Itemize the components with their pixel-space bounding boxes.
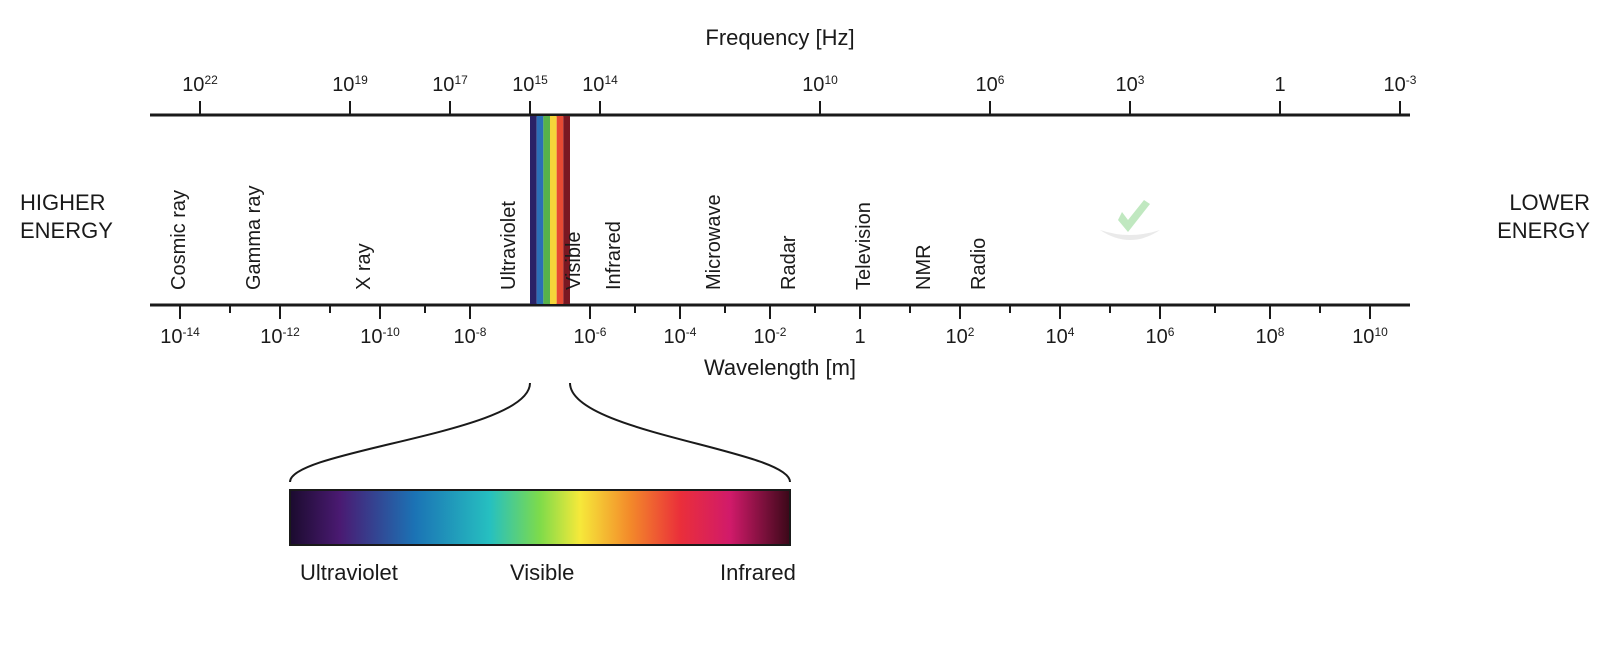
- band-label-television: Television: [853, 202, 875, 290]
- band-label-infrared: Infrared: [603, 221, 625, 290]
- band-label-nmr: NMR: [913, 244, 935, 290]
- lower-energy-label: ENERGY: [1497, 218, 1590, 243]
- band-label-microwave: Microwave: [703, 194, 725, 290]
- tick-label: 10-6: [574, 325, 607, 348]
- tick-label: 1: [854, 326, 865, 348]
- zoom-label-infrared: Infrared: [720, 560, 796, 585]
- band-label-gamma-ray: Gamma ray: [243, 186, 265, 290]
- tick-label: 102: [946, 325, 975, 348]
- watermark-check-icon: [1118, 200, 1150, 232]
- zoom-label-visible: Visible: [510, 560, 574, 585]
- tick-label: 1015: [512, 73, 548, 96]
- zoom-bracket: [290, 383, 790, 482]
- visible-spectrum-bar: [290, 490, 790, 545]
- tick-label: 103: [1116, 73, 1145, 96]
- tick-label: 10-3: [1384, 73, 1417, 96]
- tick-label: 10-8: [454, 325, 487, 348]
- tick-label: 10-14: [160, 325, 200, 348]
- tick-label: 106: [1146, 325, 1175, 348]
- band-label-radar: Radar: [778, 235, 800, 290]
- lower-energy-label: LOWER: [1509, 190, 1590, 215]
- watermark-swoosh: [1100, 230, 1160, 240]
- tick-label: 108: [1256, 325, 1285, 348]
- higher-energy-label: ENERGY: [20, 218, 113, 243]
- tick-label: 10-12: [260, 325, 300, 348]
- tick-label: 104: [1046, 325, 1075, 348]
- visible-strip-band: [543, 116, 550, 304]
- tick-label: 10-4: [664, 325, 697, 348]
- tick-label: 1019: [332, 73, 368, 96]
- higher-energy-label: HIGHER: [20, 190, 106, 215]
- visible-strip-band: [537, 116, 544, 304]
- band-label-cosmic-ray: Cosmic ray: [168, 190, 190, 290]
- frequency-axis-title: Frequency [Hz]: [705, 25, 854, 50]
- wavelength-axis-title: Wavelength [m]: [704, 355, 856, 380]
- tick-label: 10-2: [754, 325, 787, 348]
- band-label-ultraviolet: Ultraviolet: [498, 201, 520, 290]
- tick-label: 1010: [802, 73, 838, 96]
- band-label-visible: Visible: [563, 231, 585, 290]
- em-spectrum-diagram: HIGHER ENERGY LOWER ENERGY Frequency [Hz] 102…: [0, 0, 1600, 652]
- tick-label: 1010: [1352, 325, 1388, 348]
- band-label-x-ray: X ray: [353, 243, 375, 290]
- tick-label: 1017: [432, 73, 468, 96]
- tick-label: 1022: [182, 73, 218, 96]
- band-label-radio: Radio: [968, 238, 990, 290]
- tick-label: 1: [1274, 74, 1285, 96]
- visible-strip-band: [530, 116, 537, 304]
- tick-label: 10-10: [360, 325, 400, 348]
- tick-label: 1014: [582, 73, 618, 96]
- zoom-label-ultraviolet: Ultraviolet: [300, 560, 398, 585]
- visible-strip-band: [550, 116, 557, 304]
- tick-label: 106: [976, 73, 1005, 96]
